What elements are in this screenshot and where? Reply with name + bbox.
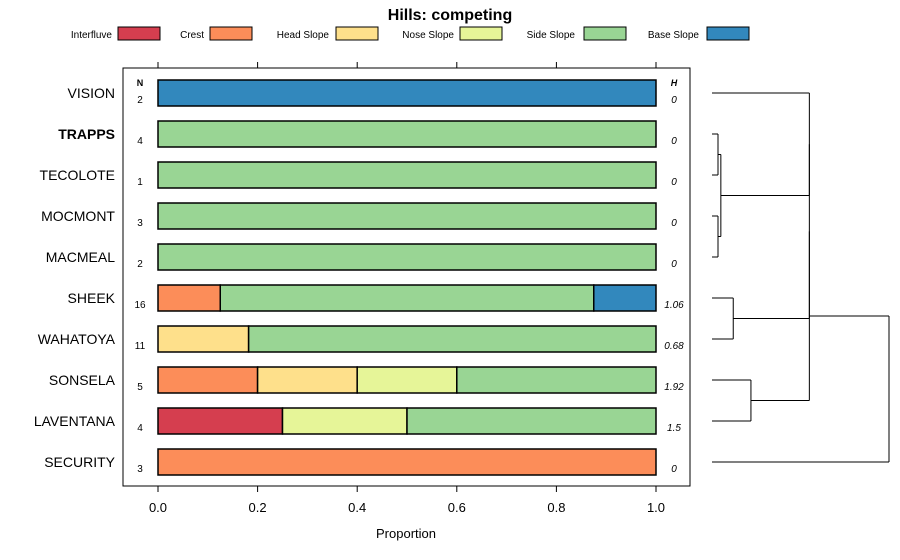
legend-label: Crest xyxy=(180,30,204,41)
bar-segment xyxy=(157,243,657,271)
bar-segment xyxy=(593,284,657,312)
h-value: 1.5 xyxy=(667,423,681,434)
dendrogram xyxy=(712,92,890,463)
bar-segment xyxy=(157,366,259,394)
category-label: MOCMONT xyxy=(41,208,115,224)
legend-label: Nose Slope xyxy=(402,30,454,41)
category-label: SHEEK xyxy=(68,290,116,306)
chart-title: Hills: competing xyxy=(388,7,512,24)
legend-label: Head Slope xyxy=(277,30,330,41)
bar-segment xyxy=(157,202,657,230)
n-value: 3 xyxy=(137,464,143,475)
plot-panel xyxy=(122,67,691,487)
legend-label: Interfluve xyxy=(71,30,113,41)
category-label: SONSELA xyxy=(49,372,116,388)
n-value: 1 xyxy=(137,177,143,188)
n-column-header: N xyxy=(137,78,144,88)
h-value: 0.68 xyxy=(664,341,684,352)
legend-label: Base Slope xyxy=(648,30,700,41)
x-tick-label: 0.0 xyxy=(149,500,167,515)
category-label: VISION xyxy=(68,85,115,101)
legend-swatch xyxy=(335,26,379,41)
bar-segment xyxy=(157,448,657,476)
h-value: 0 xyxy=(671,95,677,106)
n-value: 2 xyxy=(137,95,143,106)
category-label: WAHATOYA xyxy=(38,331,116,347)
h-value: 0 xyxy=(671,136,677,147)
legend-swatch xyxy=(583,26,627,41)
n-value: 5 xyxy=(137,382,143,393)
h-column-header: H xyxy=(671,78,678,88)
h-value: 1.92 xyxy=(664,382,684,393)
bars xyxy=(157,79,657,476)
category-label: SECURITY xyxy=(44,454,115,470)
n-value: 11 xyxy=(135,341,146,352)
bar-segment xyxy=(219,284,595,312)
bar-segment xyxy=(157,325,250,353)
x-tick-label: 0.8 xyxy=(547,500,565,515)
x-tick-label: 0.2 xyxy=(249,500,267,515)
bar-segment xyxy=(157,407,284,435)
n-value: 2 xyxy=(137,259,143,270)
n-value: 16 xyxy=(134,300,146,311)
n-value: 4 xyxy=(137,136,143,147)
bar-segment xyxy=(157,79,657,107)
x-axis-label: Proportion xyxy=(376,526,436,541)
legend-swatch xyxy=(459,26,503,41)
category-label: LAVENTANA xyxy=(34,413,116,429)
category-label: TRAPPS xyxy=(58,126,115,142)
bar-segment xyxy=(356,366,458,394)
h-value: 0 xyxy=(671,177,677,188)
x-axis: 0.0 0.2 0.4 0.6 0.8 1.0 xyxy=(149,62,665,515)
legend-swatch xyxy=(209,26,253,41)
bar-segment xyxy=(406,407,657,435)
h-value: 0 xyxy=(671,464,677,475)
bar-segment xyxy=(456,366,657,394)
x-tick-label: 0.6 xyxy=(448,500,466,515)
legend-swatch xyxy=(117,26,161,41)
bar-segment xyxy=(157,284,221,312)
bar-segment xyxy=(281,407,408,435)
x-tick-label: 1.0 xyxy=(647,500,665,515)
bar-segment xyxy=(247,325,657,353)
h-value: 0 xyxy=(671,259,677,270)
bar-segment xyxy=(157,161,657,189)
h-value: 0 xyxy=(671,218,677,229)
bar-segment xyxy=(256,366,358,394)
legend-label: Side Slope xyxy=(527,30,576,41)
h-value: 1.06 xyxy=(664,300,684,311)
category-labels: VISION 2 0 TRAPPS 4 0 TECOLOTE 1 0 MOCMONT 3 0 MACME… xyxy=(34,85,684,475)
legend: Interfluve Crest Head Slope Nose Slope Side … xyxy=(71,26,750,41)
n-value: 3 xyxy=(137,218,143,229)
bar-segment xyxy=(157,120,657,148)
x-tick-label: 0.4 xyxy=(348,500,366,515)
category-label: MACMEAL xyxy=(46,249,115,265)
category-label: TECOLOTE xyxy=(40,167,115,183)
legend-swatch xyxy=(706,26,750,41)
n-value: 4 xyxy=(137,423,143,434)
